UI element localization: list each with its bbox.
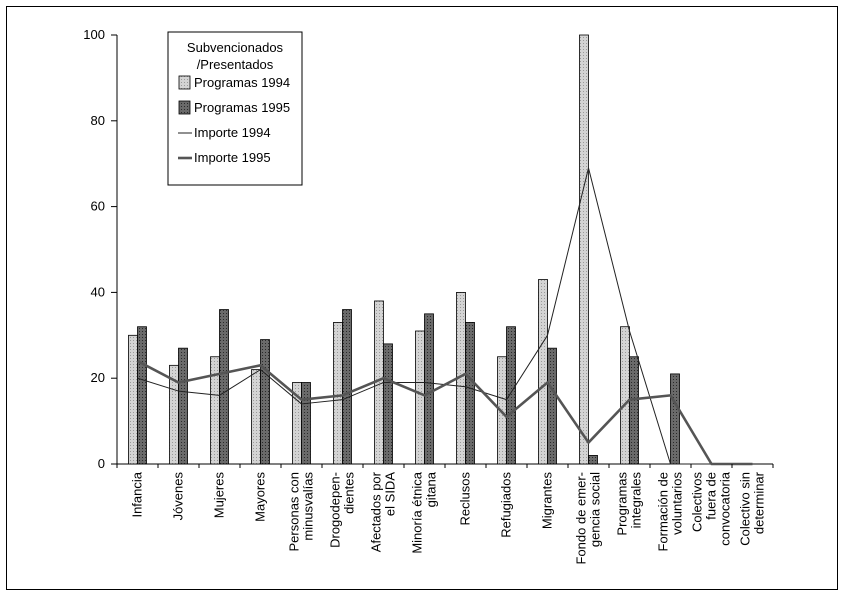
y-tick-label: 0 [98,456,105,471]
bar-programas-1994 [334,322,343,464]
legend-swatch [179,101,190,114]
bar-programas-1995 [220,310,229,464]
y-tick-label: 80 [91,113,105,128]
x-tick-label-line: Jóvenes [171,472,186,521]
legend-title-line-2: /Presentados [197,57,274,72]
bar-programas-1994 [580,35,589,464]
y-tick-label: 20 [91,370,105,385]
x-tick-label-line: Refugiados [499,472,514,538]
bar-programas-1994 [621,327,630,464]
x-tick-label-line: minusvalías [301,472,316,541]
y-tick-label: 60 [91,199,105,214]
x-tick-label-line: Minoría étnica [410,471,425,553]
x-tick-label-line: convocatoria [718,471,733,545]
x-tick-label-line: gencia social [588,472,603,547]
x-tick-label: Colectivos fuera de convocatoria [690,471,733,545]
bar-programas-1995 [179,348,188,464]
x-tick-label: Migrantes [540,472,555,530]
x-tick-label-line: Infancia [130,471,145,517]
x-tick-label-line: Programas [615,472,630,536]
x-tick-label: Drogodepen-dientes [328,472,357,548]
y-tick-label: 40 [91,284,105,299]
x-tick-label-line: Fondo de emer- [574,472,589,565]
legend-title-line-1: Subvencionados [187,40,284,55]
chart-frame: 0 20 40 60 80 100 Infancia Jóvenes Mujeres Mayor… [6,6,838,590]
x-tick-label: Fondo de emer-gencia social [574,472,603,565]
x-tick-label-line: Drogodepen- [328,472,343,548]
bar-programas-1995 [671,374,680,464]
x-tick-label: Afectados por el SIDA [369,471,398,552]
x-tick-label-line: Afectados por [369,471,384,552]
bar-programas-1994 [416,331,425,464]
bar-programas-1995 [343,310,352,464]
chart: 0 20 40 60 80 100 Infancia Jóvenes Mujeres Mayor… [7,7,837,589]
y-tick-label: 100 [83,27,105,42]
x-tick-label-line: Formación de [656,472,671,551]
legend: Subvencionados /Presentados Programas 19… [168,32,302,185]
x-tick-label-line: Personas con [287,472,302,552]
x-tick-label-line: gitana [424,471,439,507]
legend-item: Programas 1994 [179,75,290,90]
line-importe-1995 [138,361,753,464]
bar-programas-1995 [384,344,393,464]
bar-programas-1994 [211,357,220,464]
x-tick-label: Jóvenes [171,472,186,521]
x-ticks [117,464,773,468]
bar-programas-1995 [630,357,639,464]
x-tick-label: Mayores [253,472,268,522]
x-tick-label-line: dientes [342,472,357,514]
x-tick-label-line: fuera de [704,472,719,520]
x-tick-label-line: Mujeres [212,472,227,519]
x-tick-label-line: Mayores [253,472,268,522]
x-tick-label: Colectivo sin determinar [738,471,767,545]
x-tick-label: Personas con minusvalías [287,472,316,552]
x-tick-label-line: Reclusos [458,472,473,526]
lines [138,168,753,464]
legend-swatch [179,76,190,89]
y-ticks: 0 20 40 60 80 100 [83,27,117,471]
x-tick-label-line: el SIDA [383,472,398,516]
bar-programas-1995 [589,455,598,464]
x-tick-label-line: Colectivo sin [738,472,753,546]
bar-programas-1995 [507,327,516,464]
bar-programas-1994 [539,280,548,464]
x-tick-label: Formación de voluntarios [656,472,685,552]
x-tick-label: Programas integrales [615,472,644,536]
x-tick-label-line: Migrantes [540,472,555,530]
legend-label: Programas 1995 [194,100,290,115]
x-tick-label: Refugiados [499,472,514,538]
bar-programas-1995 [548,348,557,464]
bar-programas-1995 [261,340,270,464]
x-tick-label-line: integrales [629,472,644,529]
bar-programas-1995 [302,382,311,464]
x-labels: Infancia Jóvenes Mujeres Mayores Personas co… [130,471,767,564]
bar-programas-1995 [425,314,434,464]
bar-programas-1994 [252,370,261,464]
bar-programas-1994 [129,335,138,464]
x-tick-label: Mujeres [212,472,227,519]
x-tick-label-line: determinar [752,471,767,534]
bar-programas-1995 [138,327,147,464]
line-importe-1994 [138,168,753,464]
legend-label: Importe 1994 [194,125,271,140]
x-tick-label-line: Colectivos [690,472,705,532]
x-tick-label: Minoría étnica gitana [410,471,439,553]
x-tick-label: Reclusos [458,472,473,526]
legend-item: Programas 1995 [179,100,290,115]
legend-label: Programas 1994 [194,75,290,90]
bar-programas-1995 [466,322,475,464]
legend-label: Importe 1995 [194,150,271,165]
x-tick-label: Infancia [130,471,145,517]
x-tick-label-line: voluntarios [670,472,685,535]
